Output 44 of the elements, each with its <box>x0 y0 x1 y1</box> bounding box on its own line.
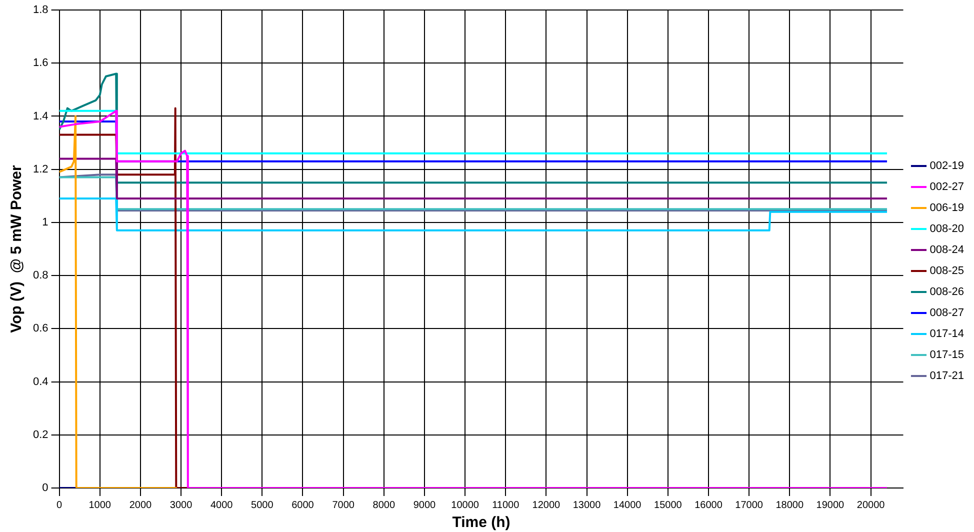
x-tick-label: 1000 <box>88 500 112 511</box>
y-tick-label: 1.4 <box>32 110 48 122</box>
legend-label: 008-27 <box>930 307 964 320</box>
x-axis-title: Time (h) <box>452 514 510 532</box>
x-tick-label: 10000 <box>451 500 480 511</box>
y-tick-label: 1.8 <box>32 4 48 16</box>
x-tick-label: 8000 <box>372 500 396 511</box>
x-tick-label: 6000 <box>292 500 314 511</box>
x-tick-label: 20000 <box>856 500 886 511</box>
x-tick-label: 7000 <box>332 500 355 511</box>
x-tick-label: 17000 <box>735 500 764 511</box>
x-tick-label: 19000 <box>816 500 845 511</box>
x-tick-label: 2000 <box>129 500 152 511</box>
legend-label: 008-25 <box>930 265 964 278</box>
y-tick-label: 0 <box>42 482 48 494</box>
y-axis-title: Vop (V) @ 5 mW Power <box>8 164 26 333</box>
x-tick-label: 3000 <box>170 500 193 511</box>
y-tick-label: 1.6 <box>32 57 48 70</box>
x-tick-label: 18000 <box>776 500 804 511</box>
x-tick-label: 13000 <box>572 500 602 511</box>
legend-label: 002-27 <box>930 181 964 194</box>
x-tick-label: 5000 <box>251 500 274 511</box>
legend-label: 017-14 <box>930 328 964 340</box>
y-tick-label: 0.4 <box>32 376 48 388</box>
legend-label: 002-19 <box>930 160 964 172</box>
legend-label: 017-21 <box>930 370 964 382</box>
y-tick-label: 0.6 <box>32 322 48 335</box>
legend-label: 006-19 <box>930 202 964 214</box>
legend-label: 008-26 <box>930 286 964 298</box>
y-tick-label: 1 <box>42 216 48 228</box>
x-tick-label: 16000 <box>694 500 723 511</box>
x-tick-label: 15000 <box>654 500 682 511</box>
legend-label: 008-24 <box>930 244 964 256</box>
y-tick-label: 1.2 <box>32 163 48 176</box>
x-tick-label: 4000 <box>210 500 234 511</box>
legend-label: 008-20 <box>930 223 964 236</box>
x-tick-label: 0 <box>56 500 63 511</box>
y-tick-label: 0.8 <box>32 270 48 282</box>
x-tick-label: 11000 <box>492 500 520 511</box>
x-tick-label: 12000 <box>532 500 561 511</box>
legend-label: 017-15 <box>930 349 964 362</box>
x-tick-label: 14000 <box>613 500 642 511</box>
x-tick-label: 9000 <box>413 500 436 511</box>
y-tick-label: 0.2 <box>32 428 48 441</box>
